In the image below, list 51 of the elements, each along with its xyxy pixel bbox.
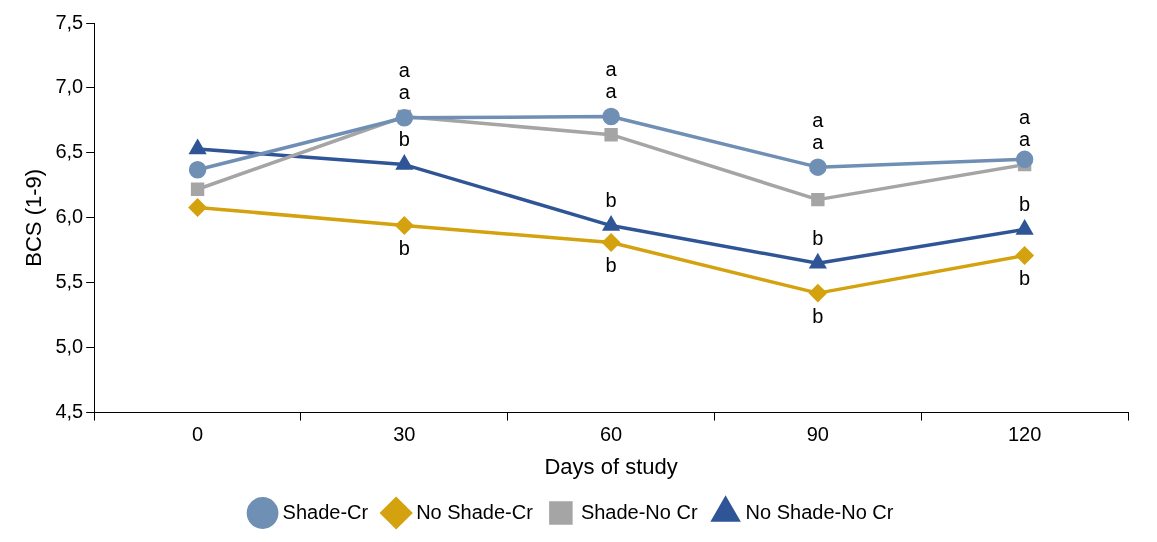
y-tick-label: 4,5 <box>55 400 84 423</box>
x-tick-label: 60 <box>599 423 623 446</box>
legend-label: Shade-No Cr <box>580 500 698 523</box>
point <box>188 161 207 179</box>
data-label: a <box>605 80 618 103</box>
y-tick-label: 6,0 <box>55 205 84 228</box>
legend-label: No Shade-No Cr <box>745 500 894 523</box>
data-label: b <box>398 128 410 151</box>
data-label: a <box>605 58 618 81</box>
data-label: b <box>1019 193 1031 215</box>
data-label: b <box>812 226 824 249</box>
x-tick-label: 0 <box>192 423 204 446</box>
point <box>189 140 206 155</box>
x-axis-title: Days of study <box>544 453 678 479</box>
data-label: a <box>398 59 411 82</box>
point <box>603 216 619 231</box>
y-tick-label: 5,5 <box>55 270 84 293</box>
data-label: b <box>605 253 617 276</box>
data-label: b <box>1019 266 1031 289</box>
legend-label: No Shade-Cr <box>416 500 534 523</box>
point <box>602 107 620 126</box>
point <box>604 127 618 142</box>
x-tick-label: 30 <box>393 423 416 446</box>
data-label: a <box>812 108 825 131</box>
point <box>188 198 207 217</box>
legend-label: Shade-Cr <box>282 500 369 523</box>
point <box>602 233 620 252</box>
y-tick-label: 6,5 <box>55 140 84 163</box>
data-label: a <box>398 81 411 104</box>
point <box>1015 246 1034 265</box>
data-label: a <box>1019 128 1032 151</box>
point <box>396 155 413 170</box>
data-label: b <box>398 237 410 260</box>
point <box>1016 220 1033 235</box>
point <box>809 158 827 176</box>
point <box>190 182 205 196</box>
point <box>811 192 825 207</box>
y-tick-label: 7,5 <box>55 10 84 33</box>
data-label: b <box>605 189 617 212</box>
x-tick-label: 120 <box>1007 423 1042 446</box>
data-label: b <box>812 304 824 327</box>
data-label: a <box>1019 106 1032 129</box>
point <box>395 216 414 235</box>
data-label: a <box>812 130 825 153</box>
x-tick-label: 90 <box>806 423 829 446</box>
y-tick-label: 5,0 <box>55 335 84 358</box>
point <box>1015 150 1034 169</box>
y-axis-title: BCS (1-9) <box>21 168 47 267</box>
point <box>810 254 826 269</box>
point <box>809 284 827 302</box>
y-tick-label: 7,0 <box>55 75 84 98</box>
